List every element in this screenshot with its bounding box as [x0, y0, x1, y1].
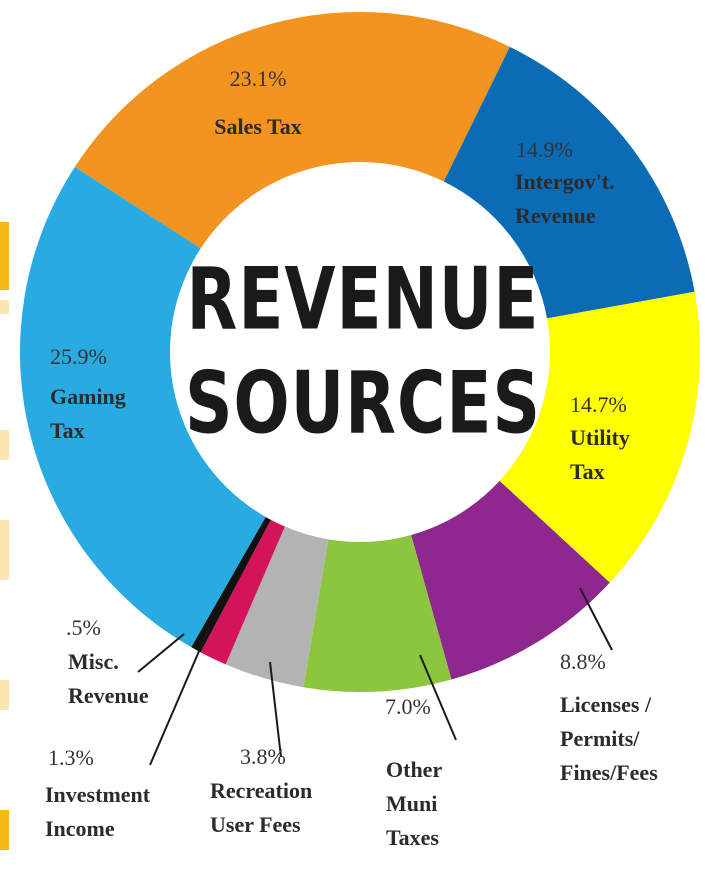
value-label: .5%: [66, 615, 101, 640]
value-label: 14.7%: [570, 392, 627, 417]
value-label: 3.8%: [240, 744, 286, 769]
slices: [19, 11, 700, 692]
slice: [303, 535, 452, 692]
leader-lines: [137, 587, 613, 766]
chart-title: REVENUE SOURCES: [184, 249, 542, 454]
slice: [499, 291, 700, 583]
side-decor: [0, 222, 9, 850]
slice: [443, 46, 695, 319]
category-label: Gaming Tax: [50, 384, 126, 443]
leader-line: [269, 661, 282, 758]
category-label: Intergov't. Revenue: [515, 169, 615, 228]
side-stripe: [0, 430, 9, 460]
value-label: 1.3%: [48, 745, 94, 770]
side-stripe: [0, 680, 9, 710]
category-label: Licenses / Permits/ Fines/Fees: [560, 692, 658, 785]
leader-line: [137, 633, 185, 673]
category-label: Investment Income: [45, 782, 151, 841]
category-label: Sales Tax: [214, 114, 302, 139]
category-label: Recreation User Fees: [210, 778, 313, 837]
slice: [74, 11, 510, 249]
value-label: 23.1%: [229, 66, 287, 91]
leader-line: [419, 654, 457, 741]
slice: [225, 526, 329, 688]
category-label: Utility Tax: [570, 425, 630, 484]
leader-line: [579, 587, 613, 651]
value-label: 8.8%: [560, 649, 606, 674]
value-label: 7.0%: [385, 694, 431, 719]
slice: [191, 516, 271, 653]
category-label: Misc. Revenue: [68, 649, 149, 708]
slice: [200, 519, 285, 665]
side-stripe: [0, 810, 9, 850]
side-stripe: [0, 520, 9, 580]
slice: [411, 480, 610, 680]
slice: [19, 166, 266, 648]
category-label: Other Muni Taxes: [386, 757, 442, 850]
side-stripe: [0, 300, 9, 314]
value-label: 25.9%: [50, 344, 107, 369]
value-label: 14.9%: [516, 137, 573, 162]
leader-line: [149, 627, 210, 766]
side-stripe: [0, 222, 9, 290]
